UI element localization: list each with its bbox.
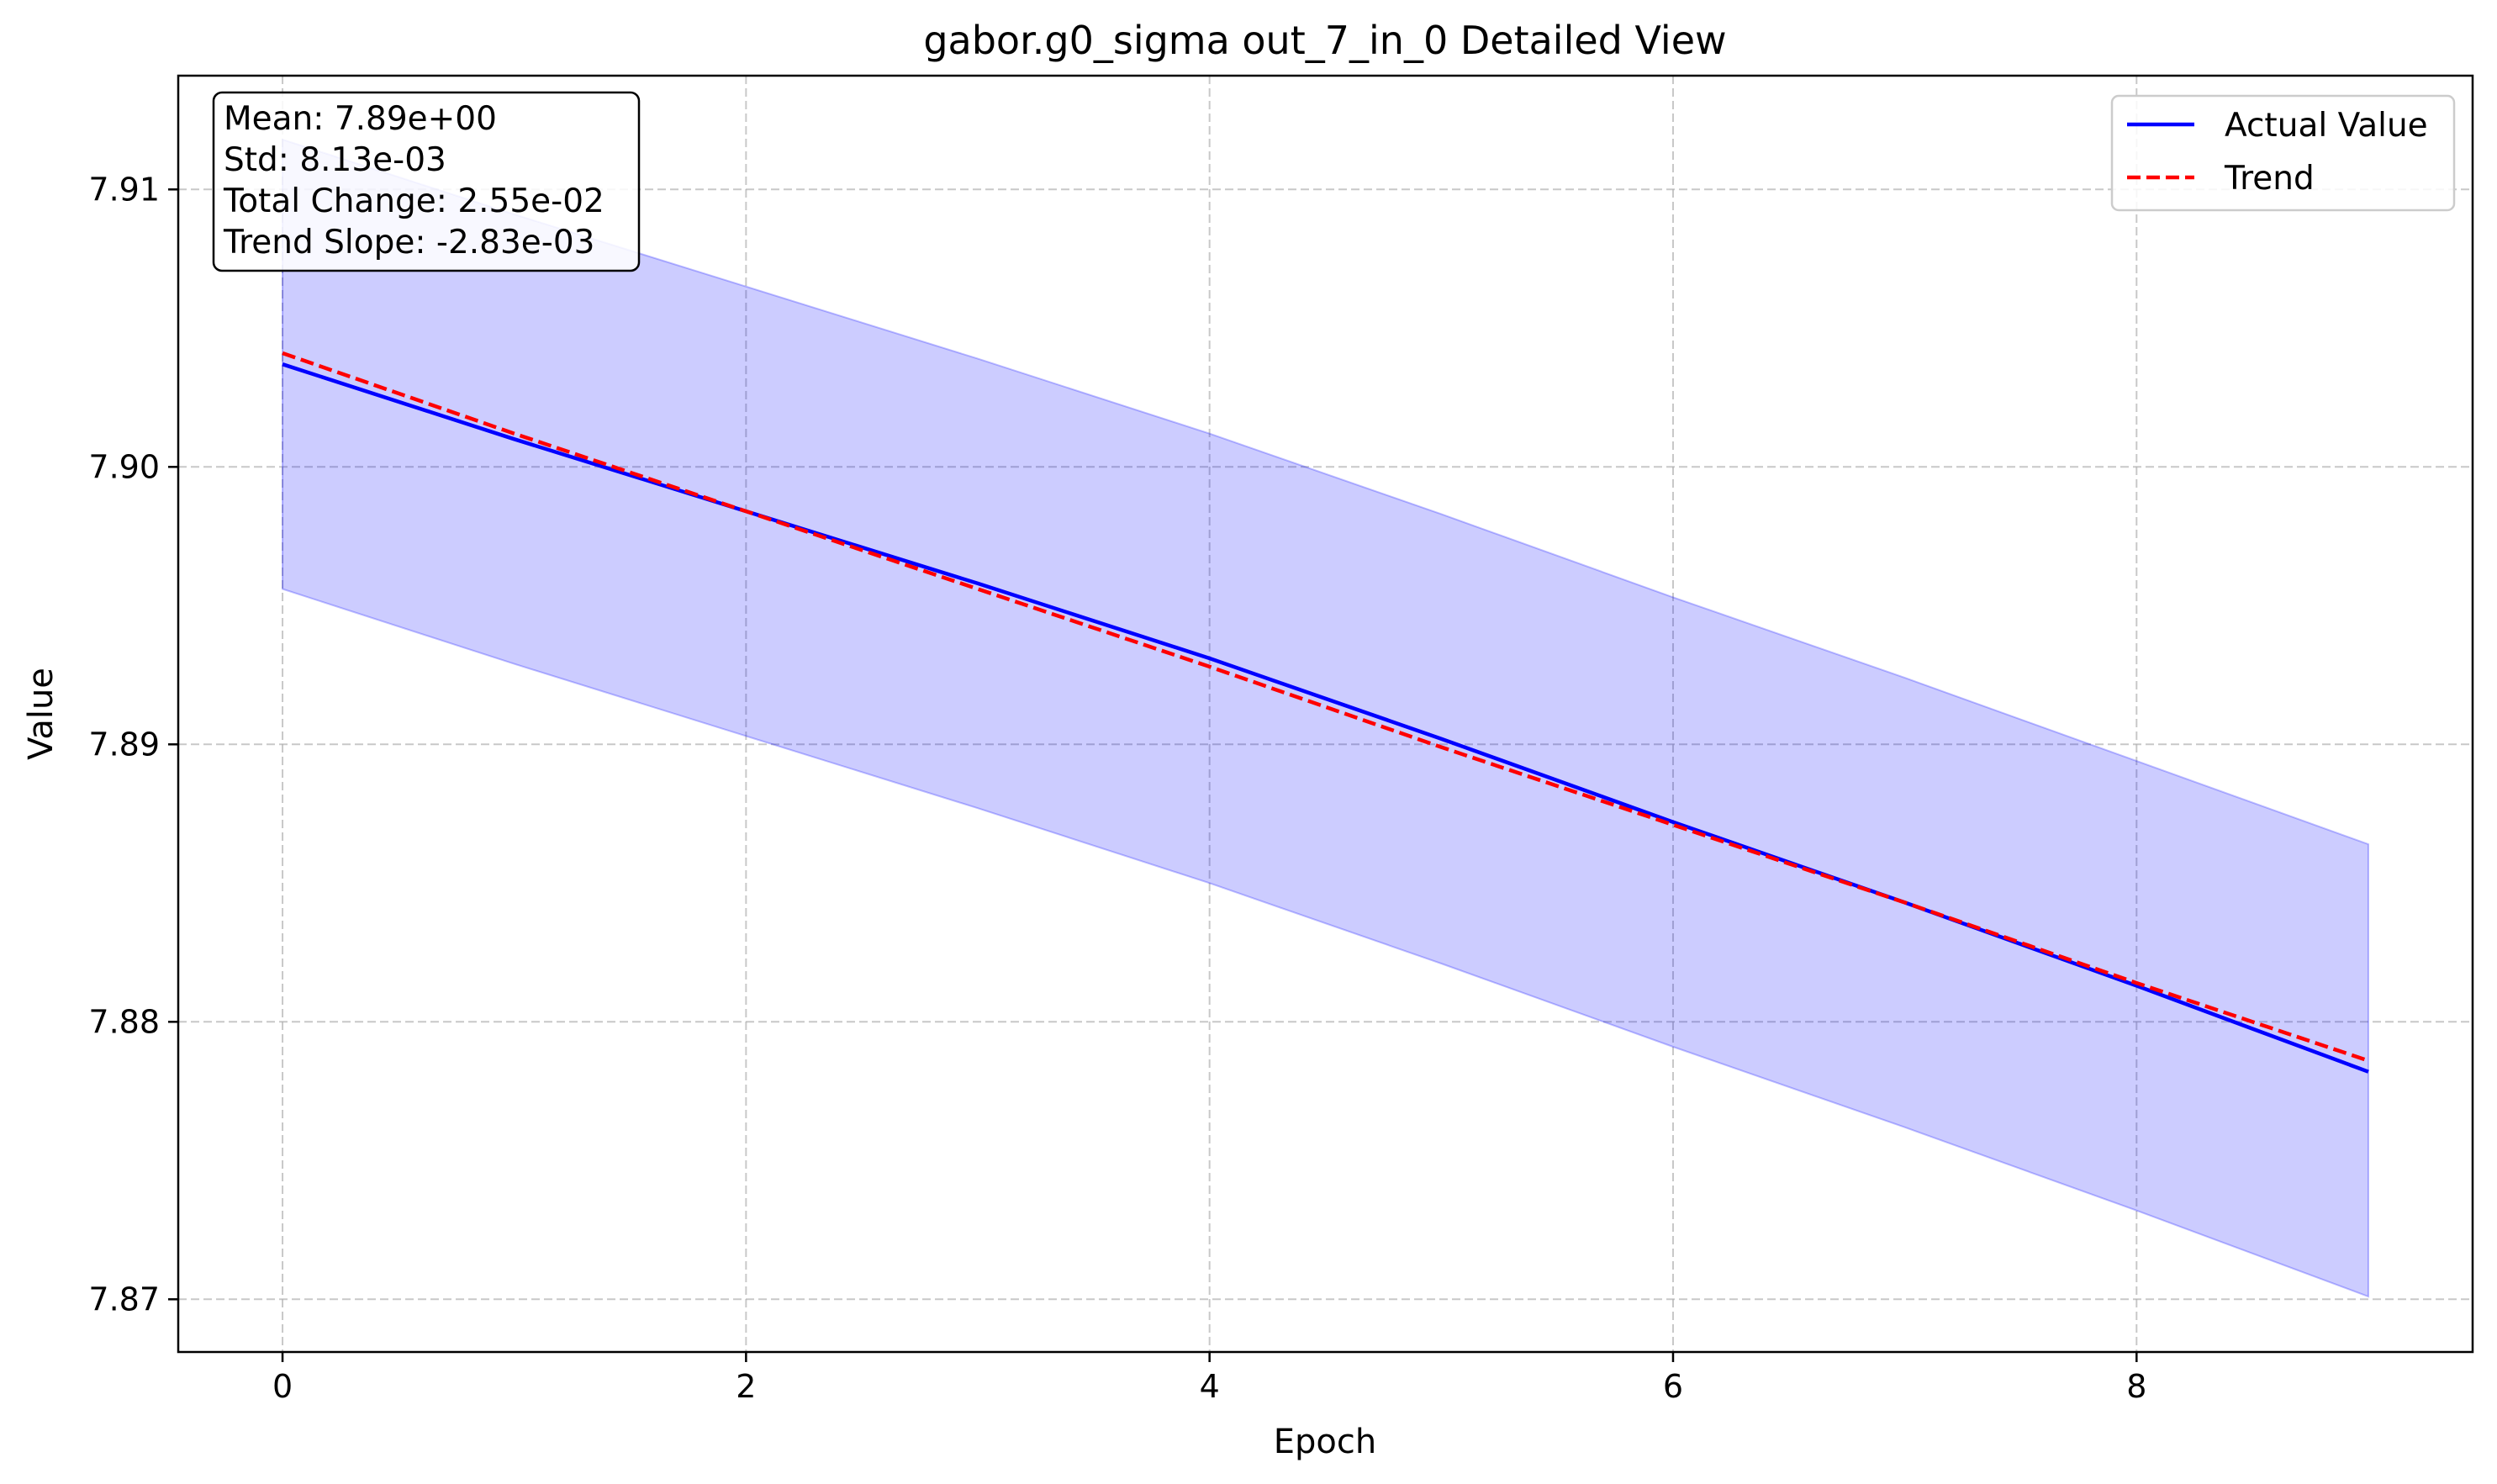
legend: Actual Value Trend — [2110, 94, 2456, 212]
x-axis-ticks: 0 2 4 6 8 — [272, 1352, 2146, 1405]
x-tick-label: 2 — [736, 1368, 756, 1405]
x-axis-label: Epoch — [1274, 1423, 1376, 1461]
stat-total-change: Total Change: 2.55e-02 — [223, 182, 604, 220]
series-line-actual-value — [282, 362, 2369, 1074]
y-axis-ticks: 7.87 7.88 7.89 7.90 7.91 — [88, 171, 178, 1318]
y-tick-label: 7.90 — [88, 448, 160, 485]
y-tick-label: 7.91 — [88, 171, 160, 208]
grid — [178, 76, 2473, 1352]
y-tick-label: 7.89 — [88, 726, 160, 763]
series-line-trend — [282, 351, 2369, 1063]
plot-frame — [177, 74, 2474, 1354]
x-tick-label: 6 — [1663, 1368, 1683, 1405]
stats-box: Mean: 7.89e+00 Std: 8.13e-03 Total Chang… — [212, 91, 641, 272]
stat-std: Std: 8.13e-03 — [224, 141, 446, 179]
series-lines — [282, 351, 2369, 1074]
legend-label-actual: Actual Value — [2225, 107, 2428, 145]
x-tick-label: 8 — [2126, 1368, 2146, 1405]
std-band — [282, 138, 2369, 1298]
std-band-area — [282, 138, 2369, 1298]
x-tick-label: 0 — [272, 1368, 293, 1405]
chart-title: gabor.g0_sigma out_7_in_0 Detailed View — [923, 18, 1726, 63]
y-tick-label: 7.88 — [88, 1003, 160, 1040]
stat-trend-slope: Trend Slope: -2.83e-03 — [223, 224, 594, 261]
y-axis-label: Value — [22, 668, 61, 760]
x-tick-label: 4 — [1200, 1368, 1220, 1405]
y-tick-label: 7.87 — [88, 1281, 160, 1318]
stat-mean: Mean: 7.89e+00 — [224, 100, 497, 138]
legend-frame — [2110, 94, 2456, 212]
stats-box-frame — [212, 91, 641, 272]
legend-label-trend: Trend — [2224, 160, 2315, 198]
